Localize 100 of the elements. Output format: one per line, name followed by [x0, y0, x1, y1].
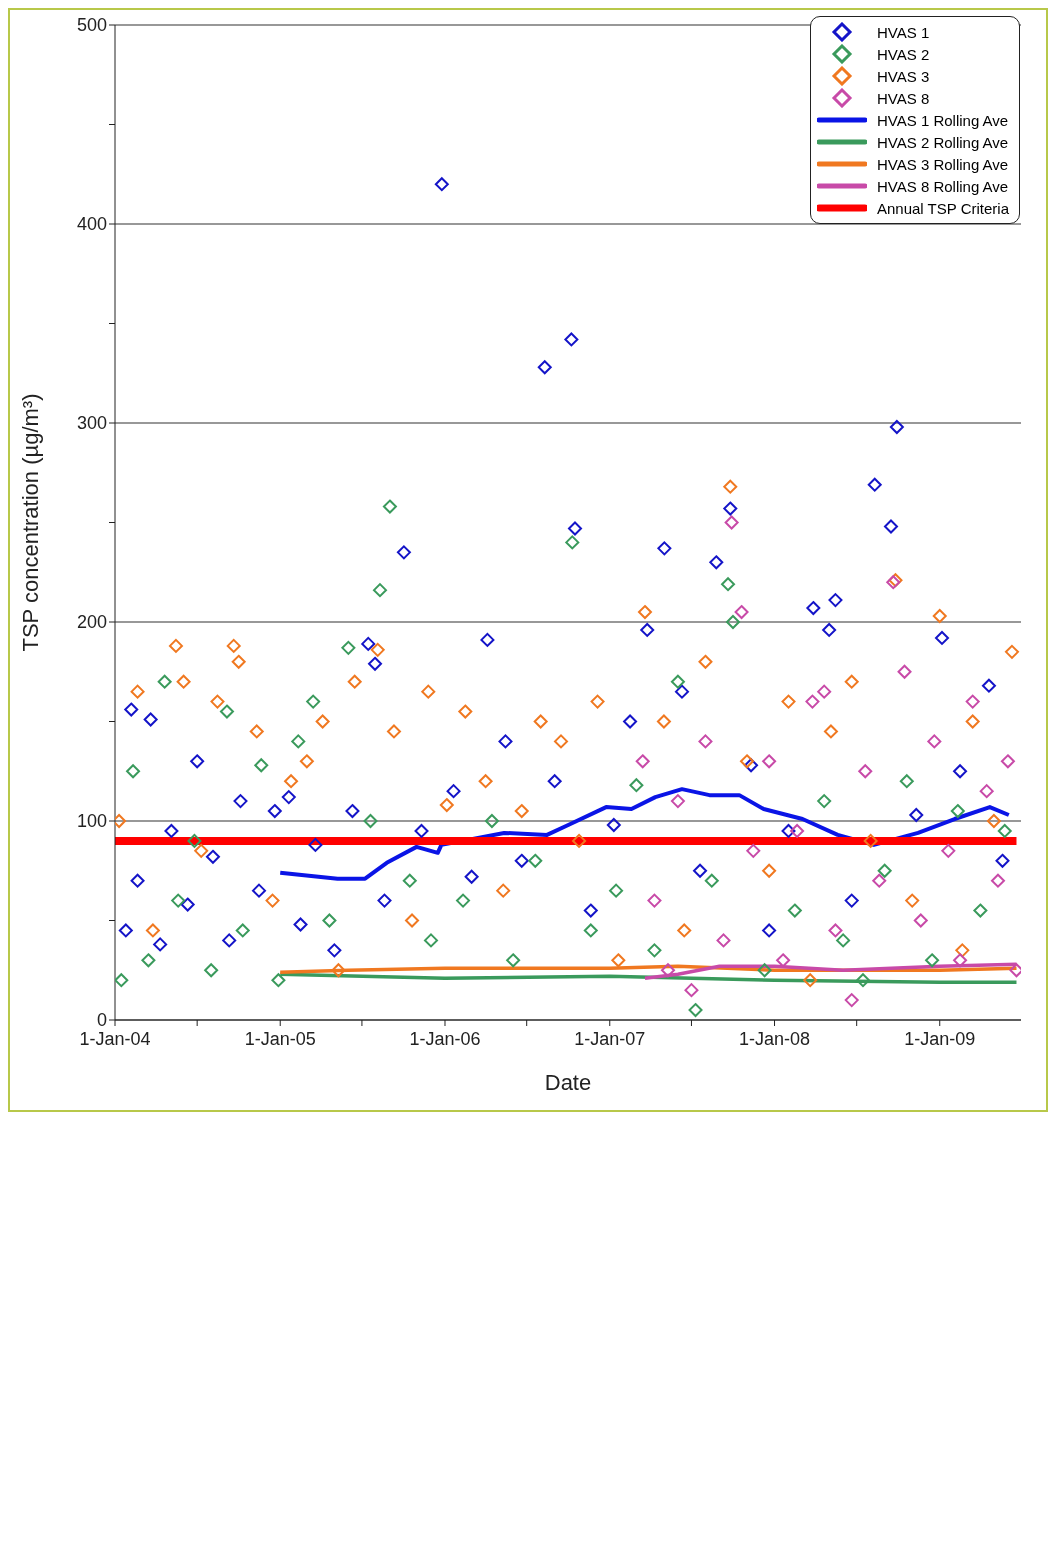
point: [623, 714, 638, 729]
point: [981, 678, 996, 693]
point: [235, 923, 250, 938]
point: [805, 694, 820, 709]
point: [115, 973, 129, 988]
point: [190, 754, 205, 769]
point: [506, 953, 521, 968]
point: [145, 923, 160, 938]
point: [872, 873, 887, 888]
point: [252, 883, 266, 898]
point: [844, 674, 859, 689]
point: [877, 863, 892, 878]
point: [222, 933, 237, 948]
point: [341, 640, 356, 655]
point: [990, 873, 1005, 888]
point: [130, 684, 145, 699]
point: [950, 804, 965, 819]
point: [168, 638, 183, 653]
point: [787, 903, 802, 918]
point: [674, 684, 689, 699]
point: [905, 893, 920, 908]
point: [734, 605, 749, 620]
point: [657, 541, 672, 556]
point: [647, 943, 662, 958]
point: [377, 893, 392, 908]
point: [660, 963, 675, 978]
point: [480, 632, 495, 647]
point: [856, 973, 870, 988]
point: [171, 893, 186, 908]
point: [118, 923, 133, 938]
legend-label: HVAS 8: [876, 89, 930, 107]
point: [867, 477, 882, 492]
y-axis-title: TSP concentration (µg/m³): [17, 393, 43, 652]
point: [817, 794, 832, 809]
point: [347, 674, 362, 689]
y-tick-label: 200: [76, 612, 107, 633]
point: [143, 712, 158, 727]
point: [583, 903, 598, 918]
point: [164, 823, 179, 838]
legend-label: HVAS 1 Rolling Ave: [876, 111, 1009, 129]
point: [315, 714, 330, 729]
point: [935, 630, 949, 645]
point: [210, 694, 225, 709]
point: [995, 853, 1010, 868]
point: [439, 798, 454, 813]
point: [897, 664, 912, 679]
point: [382, 499, 397, 514]
point: [291, 734, 306, 749]
point: [547, 774, 562, 789]
point: [187, 833, 202, 848]
point: [670, 794, 685, 809]
point: [965, 714, 980, 729]
point: [973, 903, 988, 918]
y-tick-label: 100: [76, 811, 107, 832]
point: [1000, 754, 1015, 769]
point: [688, 1003, 703, 1018]
point: [565, 535, 580, 550]
point: [194, 843, 209, 858]
point: [528, 853, 543, 868]
point: [219, 704, 234, 719]
point: [405, 913, 420, 928]
x-tick-label: 1-Jan-08: [739, 1028, 811, 1049]
point: [913, 913, 928, 928]
point: [458, 704, 473, 719]
point: [372, 583, 387, 598]
point: [844, 893, 859, 908]
point: [757, 963, 772, 978]
point: [265, 893, 280, 908]
point: [446, 784, 461, 799]
point: [709, 555, 724, 570]
point: [844, 993, 859, 1008]
x-tick-label: 1-Jan-05: [244, 1028, 316, 1049]
point: [822, 622, 837, 637]
point: [249, 724, 264, 739]
point: [176, 674, 191, 689]
y-tick-label: 500: [76, 15, 107, 36]
point: [514, 853, 529, 868]
legend-label: HVAS 1: [876, 23, 930, 41]
point: [776, 953, 791, 968]
point: [361, 636, 376, 651]
point: [478, 774, 493, 789]
point: [927, 734, 942, 749]
point: [464, 869, 479, 884]
point: [762, 863, 777, 878]
point: [828, 593, 843, 608]
legend-label: HVAS 3 Rolling Ave: [876, 155, 1009, 173]
point: [965, 694, 980, 709]
point: [656, 714, 671, 729]
x-tick-label: 1-Jan-06: [409, 1028, 481, 1049]
point: [986, 814, 1001, 828]
point: [590, 694, 605, 709]
point: [345, 804, 360, 819]
point: [670, 674, 685, 689]
point: [498, 734, 513, 749]
point: [899, 774, 914, 789]
point: [806, 601, 821, 616]
legend-label: HVAS 3: [876, 67, 930, 85]
point: [953, 764, 968, 779]
point: [953, 953, 968, 968]
point: [823, 724, 838, 739]
